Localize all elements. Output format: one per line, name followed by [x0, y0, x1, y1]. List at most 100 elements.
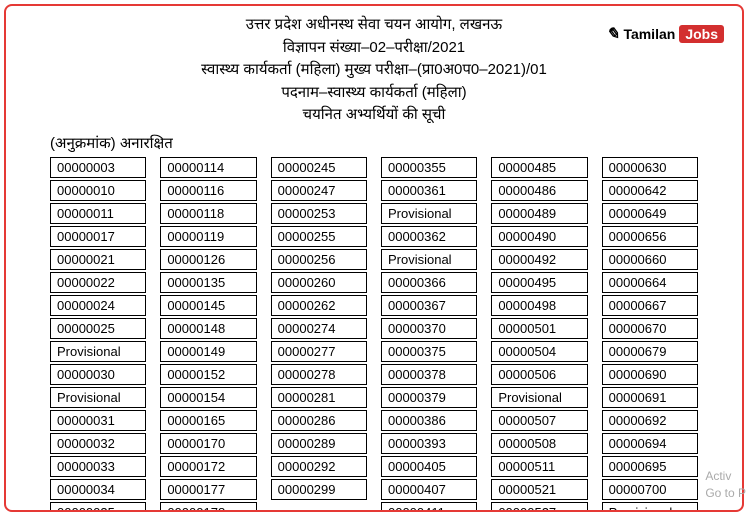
- data-cell: 00000630: [602, 157, 698, 178]
- data-cell: 00000411: [381, 502, 477, 513]
- data-cell: 00000386: [381, 410, 477, 431]
- logo-text: Tamilan: [623, 26, 675, 42]
- data-cell: 00000149: [160, 341, 256, 362]
- data-cell: 00000170: [160, 433, 256, 454]
- data-cell: 00000030: [50, 364, 146, 385]
- data-cell: 00000490: [491, 226, 587, 247]
- data-cell: 00000501: [491, 318, 587, 339]
- data-cell: 00000119: [160, 226, 256, 247]
- data-cell: 00000177: [160, 479, 256, 500]
- data-cell: 00000260: [271, 272, 367, 293]
- data-cell: 00000695: [602, 456, 698, 477]
- data-cell: 00000165: [160, 410, 256, 431]
- header-line-4: पदनाम–स्वास्थ्य कार्यकर्ता (महिला): [26, 82, 722, 105]
- data-cell: 00000135: [160, 272, 256, 293]
- data-cell: Provisional: [381, 249, 477, 270]
- data-cell: 00000126: [160, 249, 256, 270]
- data-cell: 00000024: [50, 295, 146, 316]
- data-cell: 00000495: [491, 272, 587, 293]
- header-line-3: स्वास्थ्य कार्यकर्ता (महिला) मुख्य परीक्…: [26, 59, 722, 82]
- data-cell: 00000694: [602, 433, 698, 454]
- data-cell: 00000281: [271, 387, 367, 408]
- data-cell: 00000277: [271, 341, 367, 362]
- data-cell: 00000172: [160, 456, 256, 477]
- data-cell: 00000034: [50, 479, 146, 500]
- data-cell: 00000278: [271, 364, 367, 385]
- pen-icon: ✎: [606, 24, 619, 44]
- header-line-5: चयनित अभ्यर्थियों की सूची: [26, 104, 722, 127]
- data-cell: 00000152: [160, 364, 256, 385]
- data-cell: 00000361: [381, 180, 477, 201]
- data-cell: 00000492: [491, 249, 587, 270]
- data-cell: 00000679: [602, 341, 698, 362]
- document-container: ✎ Tamilan Jobs उत्तर प्रदेश अधीनस्थ सेवा…: [4, 4, 744, 512]
- data-cell: 00000489: [491, 203, 587, 224]
- data-cell: 00000508: [491, 433, 587, 454]
- data-cell: 00000145: [160, 295, 256, 316]
- data-cell: 00000253: [271, 203, 367, 224]
- category-label: (अनुक्रमांक) अनारक्षित: [50, 133, 722, 153]
- data-cell: 00000670: [602, 318, 698, 339]
- data-cell: 00000527: [491, 502, 587, 513]
- data-cell: 00000486: [491, 180, 587, 201]
- data-cell: 00000485: [491, 157, 587, 178]
- data-cell: 00000031: [50, 410, 146, 431]
- data-cell: 00000286: [271, 410, 367, 431]
- data-cell: Provisional: [50, 341, 146, 362]
- data-cell: 00000405: [381, 456, 477, 477]
- data-cell: 00000021: [50, 249, 146, 270]
- data-cell: 00000370: [381, 318, 477, 339]
- data-cell: 00000289: [271, 433, 367, 454]
- watermark-line-1: Activ: [705, 468, 746, 485]
- logo-jobs-badge: Jobs: [679, 25, 724, 43]
- data-columns: 0000000300000010000000110000001700000021…: [26, 157, 722, 513]
- data-cell: Provisional: [602, 502, 698, 513]
- data-cell: 00000378: [381, 364, 477, 385]
- data-cell: 00000017: [50, 226, 146, 247]
- data-cell: 00000178: [160, 502, 256, 513]
- data-cell: 00000022: [50, 272, 146, 293]
- data-cell: Provisional: [491, 387, 587, 408]
- data-cell: 00000649: [602, 203, 698, 224]
- data-cell: 00000154: [160, 387, 256, 408]
- data-cell: 00000116: [160, 180, 256, 201]
- data-cell: 00000521: [491, 479, 587, 500]
- data-cell: 00000114: [160, 157, 256, 178]
- data-cell: 00000690: [602, 364, 698, 385]
- data-cell: 00000667: [602, 295, 698, 316]
- data-cell: 00000642: [602, 180, 698, 201]
- data-cell: 00000700: [602, 479, 698, 500]
- data-column: 0000024500000247000002530000025500000256…: [271, 157, 367, 513]
- data-cell: 00000664: [602, 272, 698, 293]
- data-cell: 00000011: [50, 203, 146, 224]
- data-cell: 00000498: [491, 295, 587, 316]
- data-cell: 00000299: [271, 479, 367, 500]
- data-cell: 00000407: [381, 479, 477, 500]
- watermark-line-2: Go to P: [705, 485, 746, 502]
- data-cell: 00000274: [271, 318, 367, 339]
- data-cell: 00000255: [271, 226, 367, 247]
- brand-logo: ✎ Tamilan Jobs: [606, 24, 724, 44]
- data-cell: 00000247: [271, 180, 367, 201]
- data-column: 0000048500000486000004890000049000000492…: [491, 157, 587, 513]
- data-cell: 00000256: [271, 249, 367, 270]
- data-cell: 00000506: [491, 364, 587, 385]
- data-cell: Provisional: [381, 203, 477, 224]
- data-cell: 00000691: [602, 387, 698, 408]
- data-cell: 00000362: [381, 226, 477, 247]
- data-cell: 00000511: [491, 456, 587, 477]
- data-cell: 00000033: [50, 456, 146, 477]
- data-cell: 00000692: [602, 410, 698, 431]
- data-cell: 00000379: [381, 387, 477, 408]
- data-cell: 00000366: [381, 272, 477, 293]
- data-column: 0000000300000010000000110000001700000021…: [50, 157, 146, 513]
- data-cell: 00000003: [50, 157, 146, 178]
- data-cell: 00000660: [602, 249, 698, 270]
- data-cell: 00000507: [491, 410, 587, 431]
- data-cell: 00000504: [491, 341, 587, 362]
- windows-watermark: Activ Go to P: [705, 468, 746, 502]
- data-column: 0000035500000361Provisional00000362Provi…: [381, 157, 477, 513]
- data-cell: 00000148: [160, 318, 256, 339]
- data-column: 0000011400000116000001180000011900000126…: [160, 157, 256, 513]
- data-cell: 00000118: [160, 203, 256, 224]
